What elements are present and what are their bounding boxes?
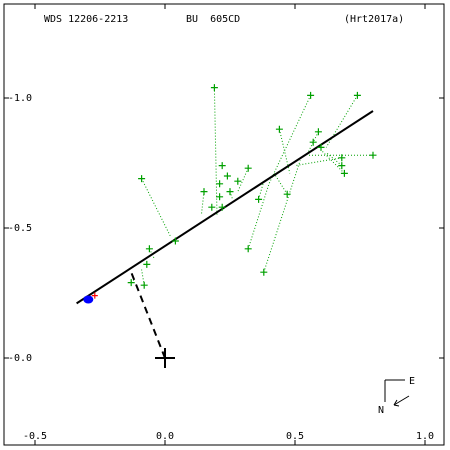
observation-point: [234, 177, 242, 185]
x-tick-label: 0.5: [286, 431, 304, 442]
observation-point: [208, 203, 216, 211]
residual-link: [258, 181, 265, 200]
observation-point: [200, 188, 208, 196]
reference-code: (Hrt2017a): [344, 14, 404, 25]
residual-link: [237, 167, 249, 192]
observation-point: [210, 84, 218, 92]
residual-link: [148, 248, 156, 260]
observation-point: [353, 91, 361, 99]
observation-point: [340, 169, 348, 177]
x-tick-label: 1.0: [416, 431, 434, 442]
position-markers: [83, 292, 175, 368]
node-line: [130, 271, 166, 359]
observation-point: [260, 268, 268, 276]
observation-point: [216, 193, 224, 201]
compass: E N: [378, 376, 415, 416]
observation-points: [127, 84, 377, 289]
discoverer-code: BU 605CD: [186, 14, 240, 25]
observation-point: [314, 128, 322, 136]
residual-link: [325, 152, 343, 166]
observation-point: [127, 279, 135, 287]
observation-point: [216, 180, 224, 188]
x-tick-label: -0.5: [23, 431, 47, 442]
residual-link: [273, 173, 288, 195]
motion-arrow-shaft: [393, 395, 410, 406]
observation-point: [218, 203, 226, 211]
observation-point: [317, 143, 325, 151]
observation-point: [143, 260, 151, 268]
residual-link: [213, 87, 218, 216]
observation-point: [244, 245, 252, 253]
y-tick-label: -1.0: [8, 93, 32, 104]
observation-point: [226, 188, 234, 196]
plot-frame: [3, 3, 445, 446]
residual-links: [130, 87, 373, 286]
observation-point: [255, 195, 263, 203]
y-tick-label: -0.5: [8, 223, 32, 234]
motion-arrow-head: [393, 399, 400, 407]
x-tick-label: 0.0: [156, 431, 174, 442]
observation-point: [338, 162, 346, 170]
observation-point: [283, 190, 291, 198]
current-position-marker: [83, 295, 94, 304]
observation-point: [145, 245, 153, 253]
residual-link: [294, 157, 342, 167]
compass-east-label: E: [409, 376, 415, 387]
residual-link: [307, 131, 319, 153]
observation-point: [171, 237, 179, 245]
compass-north-label: N: [378, 405, 384, 416]
y-tick-label: -0.0: [8, 353, 32, 364]
residual-link: [268, 95, 312, 185]
observation-point: [244, 164, 252, 172]
observation-point: [275, 125, 283, 133]
observation-point: [223, 172, 231, 180]
residual-link: [229, 191, 234, 200]
axes: -0.5 0.0 0.5 1.0 -0.0 -0.5 -1.0: [4, 4, 444, 445]
residual-link: [320, 149, 345, 174]
observation-point: [309, 138, 317, 146]
wds-designation: WDS 12206-2213: [44, 14, 128, 25]
primary-star-marker: [155, 348, 175, 368]
residual-link: [325, 95, 358, 148]
observation-point: [140, 281, 148, 289]
observation-point: [338, 154, 346, 162]
observation-point: [369, 151, 377, 159]
orbit-tick-marker: [91, 292, 98, 299]
observation-point: [307, 91, 315, 99]
observation-point: [138, 175, 146, 183]
observation-point: [218, 162, 226, 170]
residual-link: [200, 191, 205, 216]
